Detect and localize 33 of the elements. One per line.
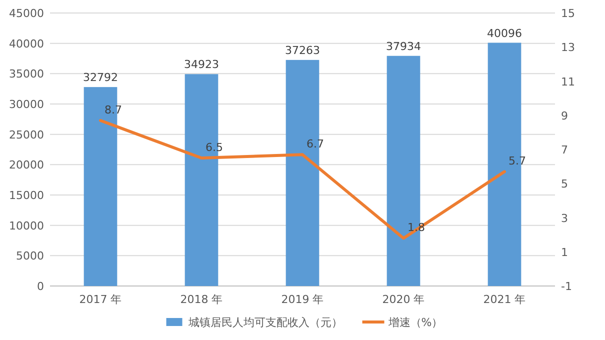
data-label: 40096 <box>487 26 522 40</box>
y-tick-label: 40000 <box>9 37 44 50</box>
x-tick-label: 2020 年 <box>382 293 425 306</box>
y-tick-label: 15000 <box>9 189 44 202</box>
y-tick-label: 0 <box>37 280 44 293</box>
y-tick-label: 45000 <box>9 7 44 20</box>
y2-tick-label: 7 <box>561 144 568 156</box>
legend-label: 城镇居民人均可支配收入（元） <box>187 316 342 329</box>
y2-tick-label: 11 <box>561 75 575 88</box>
y-tick-label: 25000 <box>9 128 44 142</box>
y-tick-label: 20000 <box>9 158 44 172</box>
y2-tick-label: 15 <box>561 7 575 20</box>
data-label: 34923 <box>184 58 219 72</box>
y-tick-label: 30000 <box>9 98 44 111</box>
y2-tick-label: 3 <box>561 212 568 225</box>
y2-tick-label: -1 <box>561 280 572 293</box>
y2-tick-label: 9 <box>561 109 568 122</box>
x-tick-label: 2021 年 <box>483 293 526 306</box>
line-series <box>99 118 506 240</box>
x-tick-label: 2017 年 <box>79 293 122 306</box>
data-label: 37934 <box>386 40 421 53</box>
x-tick-label: 2019 年 <box>281 293 324 306</box>
data-label: 37263 <box>285 44 320 57</box>
legend-label: 增速（%） <box>387 316 443 329</box>
y-tick-label: 5000 <box>16 250 44 263</box>
y-tick-label: 35000 <box>9 68 44 81</box>
x-tick-label: 2018 年 <box>180 293 223 306</box>
y2-tick-label: 13 <box>561 41 575 54</box>
y2-tick-label: 1 <box>561 246 568 259</box>
y2-tick-label: 5 <box>561 178 568 191</box>
y-tick-label: 10000 <box>9 219 44 232</box>
data-label: 1.8 <box>408 221 425 234</box>
data-label: 32792 <box>83 71 118 84</box>
